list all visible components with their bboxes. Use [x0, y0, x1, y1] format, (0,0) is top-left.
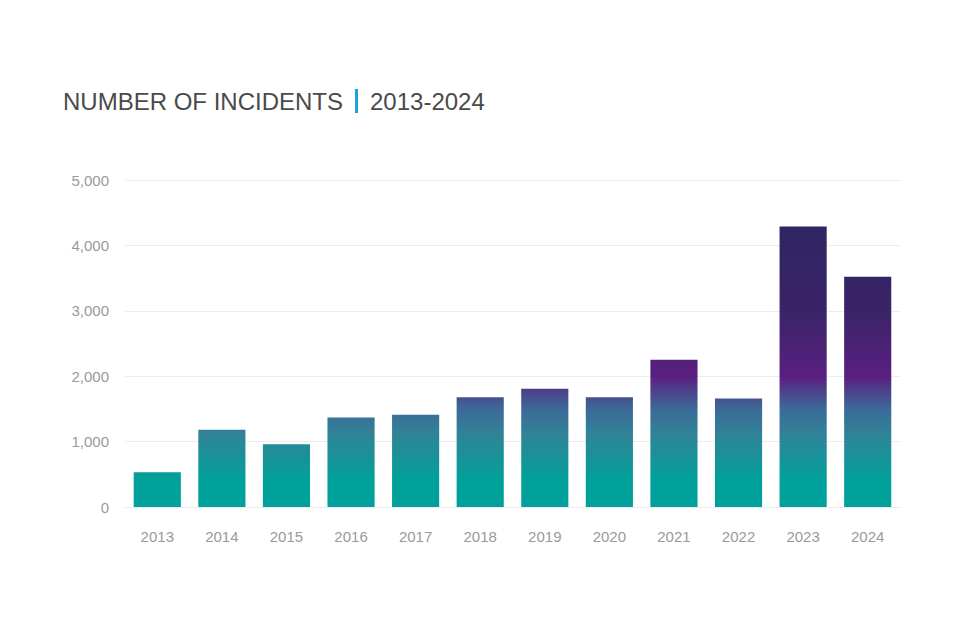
svg-text:2017: 2017: [399, 528, 432, 545]
svg-text:2021: 2021: [657, 528, 690, 545]
svg-text:2013: 2013: [141, 528, 174, 545]
svg-text:2016: 2016: [334, 528, 367, 545]
svg-text:2018: 2018: [464, 528, 497, 545]
svg-text:2023: 2023: [786, 528, 819, 545]
svg-text:1,000: 1,000: [71, 433, 109, 450]
svg-text:4,000: 4,000: [71, 237, 109, 254]
svg-text:2013-2024: 2013-2024: [370, 88, 485, 115]
svg-text:2015: 2015: [270, 528, 303, 545]
svg-text:2022: 2022: [722, 528, 755, 545]
svg-text:2020: 2020: [593, 528, 626, 545]
svg-text:3,000: 3,000: [71, 302, 109, 319]
svg-text:2014: 2014: [205, 528, 238, 545]
svg-text:2,000: 2,000: [71, 368, 109, 385]
svg-text:2024: 2024: [851, 528, 884, 545]
svg-text:0: 0: [101, 499, 109, 516]
svg-text:5,000: 5,000: [71, 172, 109, 189]
svg-text:2019: 2019: [528, 528, 561, 545]
svg-text:NUMBER OF INCIDENTS: NUMBER OF INCIDENTS: [63, 88, 343, 115]
